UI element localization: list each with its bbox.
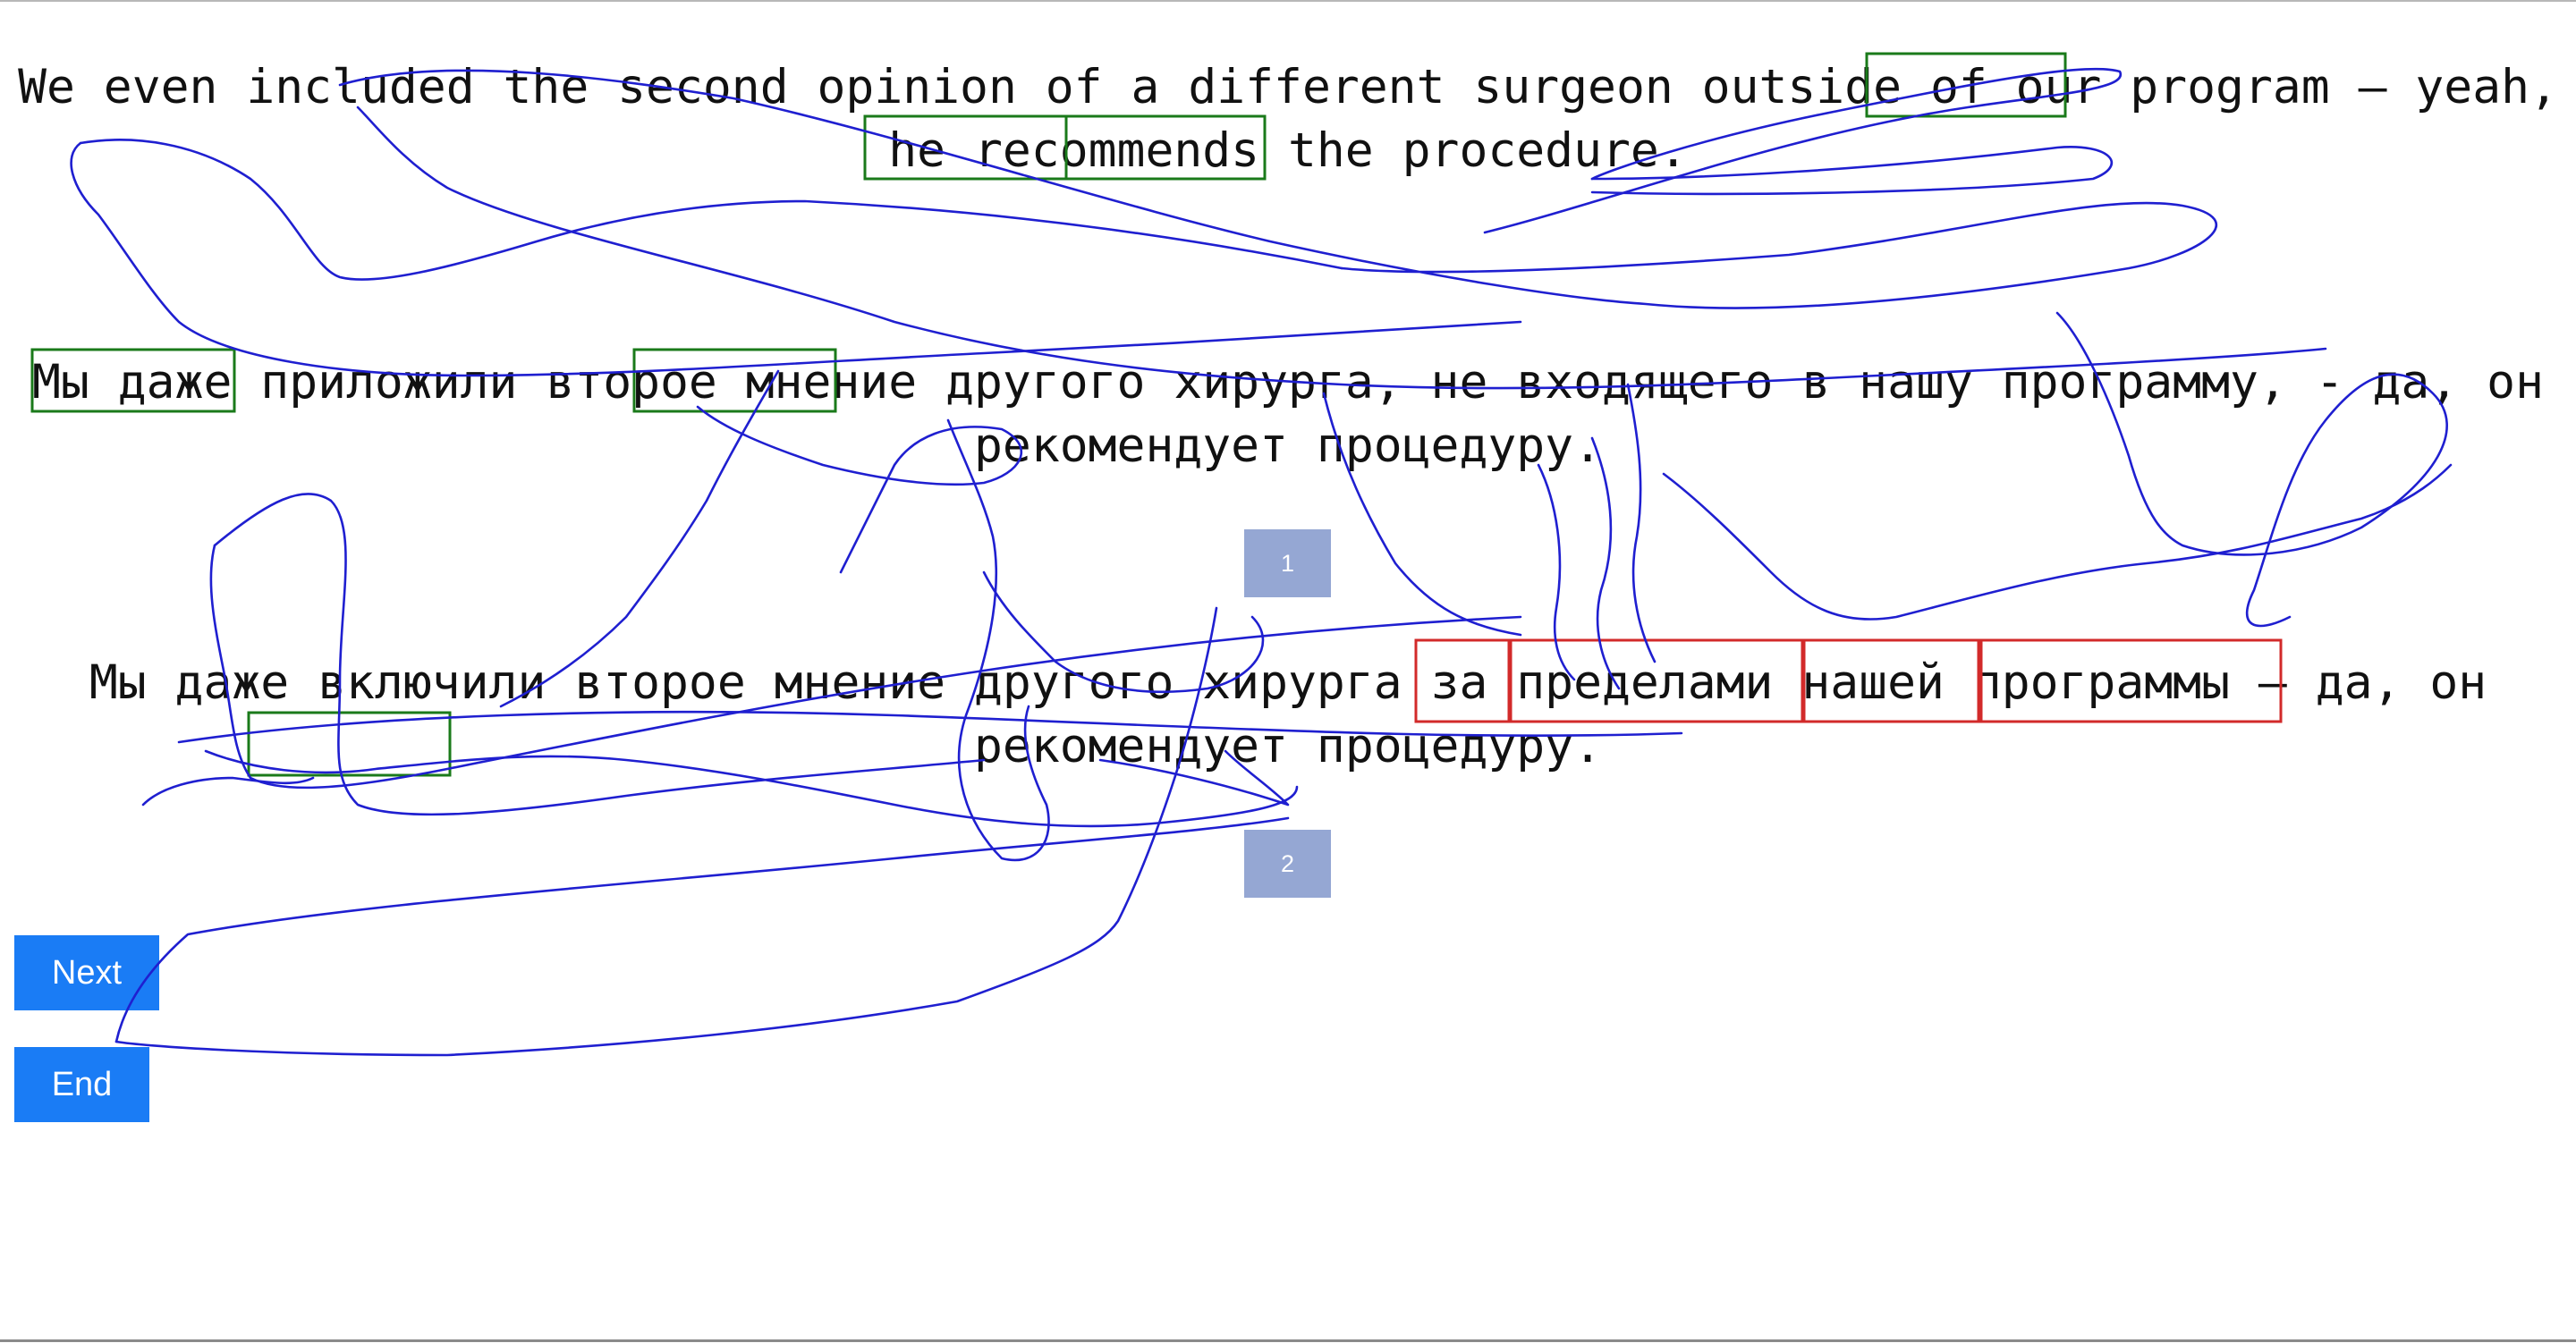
- next-button[interactable]: Next: [14, 935, 159, 1010]
- bottom-border: [0, 1339, 2576, 1342]
- end-button[interactable]: End: [14, 1047, 149, 1122]
- pen-stroke-23: [141, 776, 315, 807]
- pen-stroke-15: [946, 418, 1050, 862]
- source-sentence: We even included the second opinion of a…: [18, 60, 2558, 178]
- pen-stroke-8: [1662, 463, 2453, 621]
- translation-sentence-1[interactable]: Мы даже приложили второе мнение другого …: [32, 355, 2544, 473]
- top-border: [0, 0, 2576, 2]
- pen-stroke-14: [114, 816, 1290, 1043]
- translation-sentence-2[interactable]: Мы даже включили второе мнение другого х…: [89, 655, 2487, 773]
- pen-stroke-19: [1537, 463, 1576, 681]
- translation-2-badge[interactable]: 2: [1244, 830, 1331, 898]
- translation-1-badge[interactable]: 1: [1244, 529, 1331, 597]
